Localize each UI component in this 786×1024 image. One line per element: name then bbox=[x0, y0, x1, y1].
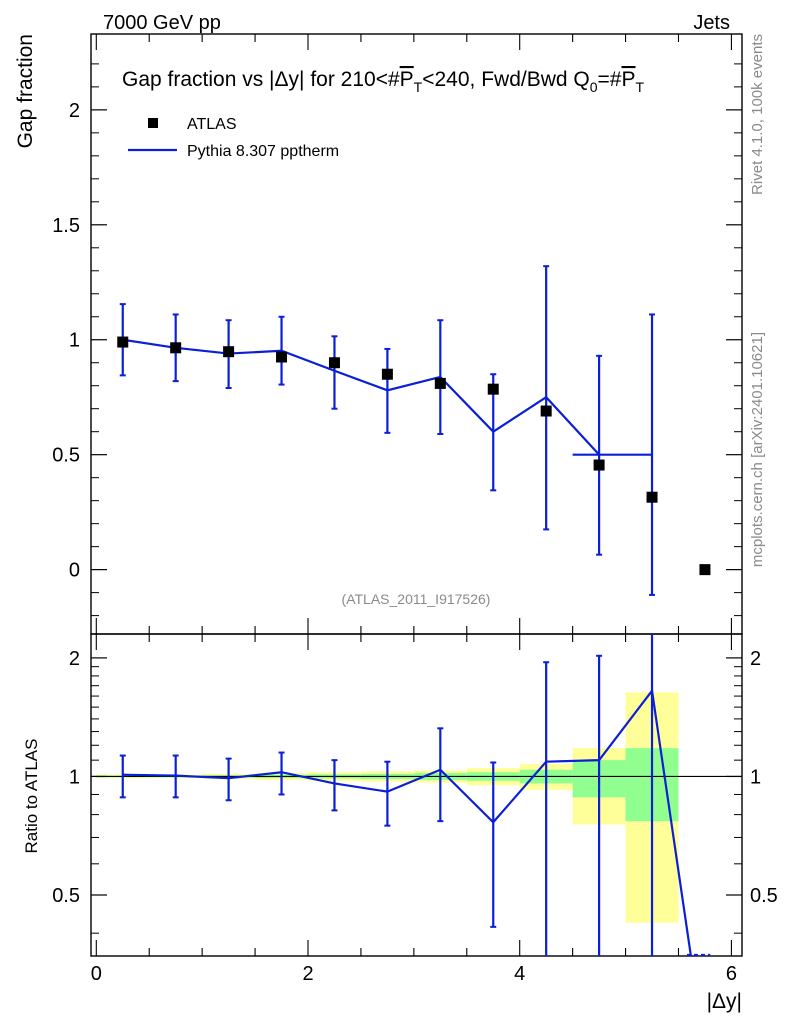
main-marks bbox=[117, 265, 711, 596]
atlas-data-point bbox=[487, 383, 499, 395]
main-panel: 0 0.5 1 1.5 2 Gap fraction vs |Δy| for 210<#… bbox=[14, 33, 743, 635]
mcplots-label: mcplots.cern.ch [arXiv:2401.10621] bbox=[749, 332, 766, 567]
main-y-tick-label: 2 bbox=[69, 100, 80, 122]
analysis-watermark: (ATLAS_2011_I917526) bbox=[342, 591, 491, 607]
ratio-panel: 0.5 0.5 1 1 2 2 0 2 4 6 Ratio to ATLAS |Δy| bbox=[22, 633, 778, 1013]
main-y-tick-label: 1.5 bbox=[52, 215, 80, 237]
x-axis-label: |Δy| bbox=[707, 990, 742, 1013]
mc-line bbox=[122, 338, 653, 456]
atlas-data-point bbox=[699, 564, 711, 576]
atlas-data-point bbox=[223, 346, 235, 358]
ratio-y-tick-label-right: 2 bbox=[750, 648, 761, 670]
atlas-data-point bbox=[646, 491, 658, 503]
ratio-y-tick-label-right: 0.5 bbox=[750, 885, 778, 907]
title-pre: Gap fraction vs |Δy| for 210<# bbox=[122, 68, 400, 91]
atlas-data-point bbox=[381, 368, 393, 380]
title-p: P bbox=[400, 68, 414, 91]
main-y-axis: 0 0.5 1 1.5 2 bbox=[52, 34, 742, 634]
ratio-y-tick-label-left: 1 bbox=[69, 766, 80, 788]
ratio-y-label: Ratio to ATLAS bbox=[22, 739, 41, 854]
ratio-y-tick-label-right: 1 bbox=[750, 766, 761, 788]
x-tick-label: 6 bbox=[726, 963, 737, 985]
ratio-y-tick-label-left: 0.5 bbox=[52, 885, 80, 907]
title-zero: 0 bbox=[590, 79, 598, 95]
ratio-frame bbox=[90, 633, 743, 957]
x-tick-label: 2 bbox=[302, 963, 313, 985]
x-tick-label: 4 bbox=[514, 963, 525, 985]
title-p2: P bbox=[621, 68, 635, 91]
legend-label-pythia: Pythia 8.307 pptherm bbox=[187, 143, 339, 160]
atlas-data-point bbox=[170, 342, 182, 354]
main-y-label: Gap fraction bbox=[14, 34, 37, 148]
legend-label-atlas: ATLAS bbox=[187, 116, 237, 133]
energy-label: 7000 GeV pp bbox=[103, 12, 221, 34]
atlas-data-point bbox=[540, 405, 552, 417]
atlas-data-point bbox=[276, 351, 288, 363]
title-t2: T bbox=[636, 79, 645, 95]
atlas-data-point bbox=[328, 357, 340, 369]
title-post: =# bbox=[598, 68, 622, 91]
ratio-y-tick-label-left: 2 bbox=[69, 648, 80, 670]
atlas-data-point bbox=[117, 336, 129, 348]
legend-marker-atlas bbox=[148, 118, 158, 128]
title-t: T bbox=[414, 79, 423, 95]
category-label: Jets bbox=[693, 12, 730, 34]
ratio-line bbox=[122, 688, 693, 957]
chart-title: Gap fraction vs |Δy| for 210<#PT<240, Fw… bbox=[122, 68, 645, 95]
ratio-marks bbox=[119, 634, 711, 957]
x-tick-label: 0 bbox=[91, 963, 102, 985]
atlas-data-point bbox=[434, 377, 446, 389]
atlas-data-point bbox=[593, 459, 605, 471]
main-y-tick-label: 1 bbox=[69, 330, 80, 352]
main-y-tick-label: 0.5 bbox=[52, 445, 80, 467]
rivet-label: Rivet 4.1.0, 100k events bbox=[749, 34, 766, 195]
title-mid: <240, Fwd/Bwd Q bbox=[422, 68, 590, 91]
main-y-tick-label: 0 bbox=[69, 560, 80, 582]
